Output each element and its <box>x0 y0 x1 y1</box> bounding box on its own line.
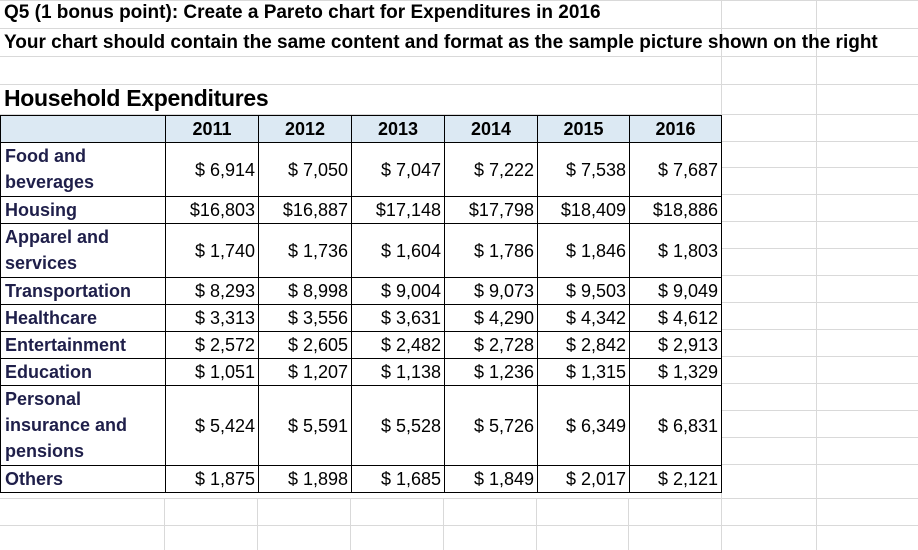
category-cell[interactable]: Entertainment <box>0 331 166 359</box>
table-row: Apparel and services $ 1,740 $ 1,736 $ 1… <box>0 223 722 278</box>
value-cell[interactable]: $ 1,849 <box>444 465 538 493</box>
value-cell[interactable]: $ 2,913 <box>629 331 722 359</box>
value-cell[interactable]: $ 2,121 <box>629 465 722 493</box>
value-cell[interactable]: $ 2,482 <box>351 331 445 359</box>
value-cell[interactable]: $ 1,329 <box>629 358 722 386</box>
value-cell[interactable]: $ 1,786 <box>444 223 538 278</box>
value-cell[interactable]: $ 4,612 <box>629 304 722 332</box>
header-corner-cell[interactable] <box>0 115 166 143</box>
category-cell[interactable]: Personal insurance and pensions <box>0 385 166 466</box>
table-row: Entertainment $ 2,572 $ 2,605 $ 2,482 $ … <box>0 331 722 359</box>
value-cell[interactable]: $ 5,591 <box>258 385 352 466</box>
value-cell[interactable]: $ 7,222 <box>444 142 538 197</box>
value-cell[interactable]: $ 5,726 <box>444 385 538 466</box>
value-cell[interactable]: $ 7,538 <box>537 142 630 197</box>
value-cell[interactable]: $ 1,846 <box>537 223 630 278</box>
value-cell[interactable]: $ 9,503 <box>537 277 630 305</box>
value-cell[interactable]: $16,803 <box>165 196 259 224</box>
header-year-2012[interactable]: 2012 <box>258 115 352 143</box>
value-cell[interactable]: $18,886 <box>629 196 722 224</box>
value-cell[interactable]: $ 4,290 <box>444 304 538 332</box>
category-cell[interactable]: Apparel and services <box>0 223 166 278</box>
category-cell[interactable]: Housing <box>0 196 166 224</box>
value-cell[interactable]: $17,798 <box>444 196 538 224</box>
header-year-2014[interactable]: 2014 <box>444 115 538 143</box>
value-cell[interactable]: $ 6,831 <box>629 385 722 466</box>
value-cell[interactable]: $ 1,236 <box>444 358 538 386</box>
value-cell[interactable]: $ 5,424 <box>165 385 259 466</box>
value-cell[interactable]: $ 1,740 <box>165 223 259 278</box>
value-cell[interactable]: $ 2,605 <box>258 331 352 359</box>
value-cell[interactable]: $ 6,914 <box>165 142 259 197</box>
value-cell[interactable]: $ 3,313 <box>165 304 259 332</box>
value-cell[interactable]: $ 2,728 <box>444 331 538 359</box>
value-cell[interactable]: $16,887 <box>258 196 352 224</box>
value-cell[interactable]: $ 8,998 <box>258 277 352 305</box>
value-cell[interactable]: $ 7,050 <box>258 142 352 197</box>
table-row: Housing $16,803 $16,887 $17,148 $17,798 … <box>0 196 722 224</box>
value-cell[interactable]: $ 7,687 <box>629 142 722 197</box>
table-row: Healthcare $ 3,313 $ 3,556 $ 3,631 $ 4,2… <box>0 304 722 332</box>
value-cell[interactable]: $ 2,842 <box>537 331 630 359</box>
value-cell[interactable]: $ 9,073 <box>444 277 538 305</box>
value-cell[interactable]: $ 1,051 <box>165 358 259 386</box>
header-year-2016[interactable]: 2016 <box>629 115 722 143</box>
value-cell[interactable]: $ 1,685 <box>351 465 445 493</box>
question-title: Q5 (1 bonus point): Create a Pareto char… <box>4 2 601 23</box>
value-cell[interactable]: $ 9,049 <box>629 277 722 305</box>
value-cell[interactable]: $ 1,898 <box>258 465 352 493</box>
header-year-2011[interactable]: 2011 <box>165 115 259 143</box>
question-instructions: Your chart should contain the same conte… <box>4 32 878 53</box>
header-row: 2011 2012 2013 2014 2015 2016 <box>0 115 722 143</box>
table-row: Food and beverages $ 6,914 $ 7,050 $ 7,0… <box>0 142 722 197</box>
sheet-title: Household Expenditures <box>4 85 269 111</box>
value-cell[interactable]: $ 1,207 <box>258 358 352 386</box>
value-cell[interactable]: $ 2,572 <box>165 331 259 359</box>
expenditures-table: 2011 2012 2013 2014 2015 2016 Food and b… <box>0 115 722 493</box>
header-year-2015[interactable]: 2015 <box>537 115 630 143</box>
value-cell[interactable]: $ 3,556 <box>258 304 352 332</box>
table-row: Education $ 1,051 $ 1,207 $ 1,138 $ 1,23… <box>0 358 722 386</box>
value-cell[interactable]: $ 1,803 <box>629 223 722 278</box>
value-cell[interactable]: $17,148 <box>351 196 445 224</box>
category-cell[interactable]: Food and beverages <box>0 142 166 197</box>
table-row: Personal insurance and pensions $ 5,424 … <box>0 385 722 466</box>
value-cell[interactable]: $ 2,017 <box>537 465 630 493</box>
value-cell[interactable]: $ 5,528 <box>351 385 445 466</box>
header-year-2013[interactable]: 2013 <box>351 115 445 143</box>
value-cell[interactable]: $ 3,631 <box>351 304 445 332</box>
category-cell[interactable]: Others <box>0 465 166 493</box>
value-cell[interactable]: $ 1,604 <box>351 223 445 278</box>
value-cell[interactable]: $ 1,875 <box>165 465 259 493</box>
table-row: Transportation $ 8,293 $ 8,998 $ 9,004 $… <box>0 277 722 305</box>
category-cell[interactable]: Education <box>0 358 166 386</box>
value-cell[interactable]: $ 9,004 <box>351 277 445 305</box>
value-cell[interactable]: $ 6,349 <box>537 385 630 466</box>
value-cell[interactable]: $ 4,342 <box>537 304 630 332</box>
value-cell[interactable]: $ 1,138 <box>351 358 445 386</box>
value-cell[interactable]: $18,409 <box>537 196 630 224</box>
category-cell[interactable]: Healthcare <box>0 304 166 332</box>
value-cell[interactable]: $ 8,293 <box>165 277 259 305</box>
value-cell[interactable]: $ 7,047 <box>351 142 445 197</box>
value-cell[interactable]: $ 1,315 <box>537 358 630 386</box>
value-cell[interactable]: $ 1,736 <box>258 223 352 278</box>
category-cell[interactable]: Transportation <box>0 277 166 305</box>
table-row: Others $ 1,875 $ 1,898 $ 1,685 $ 1,849 $… <box>0 465 722 493</box>
